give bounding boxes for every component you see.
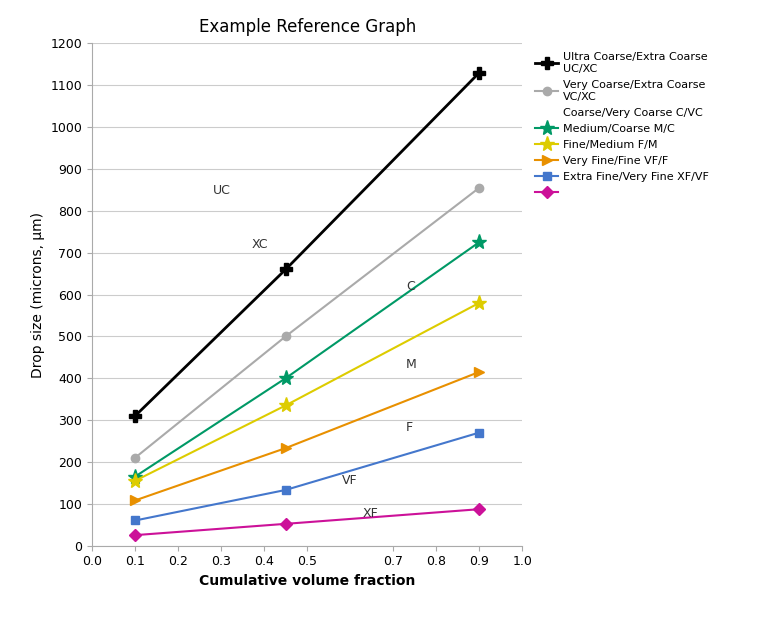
Line: Very Fine/Fine VF/F: Very Fine/Fine VF/F <box>131 367 484 505</box>
Line: Medium/Coarse M/C: Medium/Coarse M/C <box>127 234 487 484</box>
Very Fine/Fine VF/F <box>131 497 140 504</box>
Line: Fine/Medium F/M: Fine/Medium F/M <box>127 295 487 489</box>
X-axis label: Cumulative volume fraction: Cumulative volume fraction <box>199 574 415 588</box>
Line: Ultra Coarse/Extra Coarse
UC/XC: Ultra Coarse/Extra Coarse UC/XC <box>130 67 485 422</box>
Ultra Coarse/Extra Coarse
UC/XC <box>131 412 140 420</box>
Extra Fine/Very Fine XF/VF <box>131 517 140 525</box>
Very Coarse/Extra Coarse
VC/XC <box>131 454 140 461</box>
Text: C: C <box>406 280 415 293</box>
Fine/Medium F/M <box>475 299 484 307</box>
Text: XC: XC <box>251 239 268 252</box>
Text: UC: UC <box>213 184 230 197</box>
Y-axis label: Drop size (microns, µm): Drop size (microns, µm) <box>31 211 45 378</box>
Extra Fine/Very Fine XF/VF <box>475 429 484 436</box>
Very Fine/Fine VF/F <box>281 445 290 452</box>
Fine/Medium F/M <box>131 477 140 484</box>
Text: M: M <box>406 358 417 371</box>
Text: F: F <box>406 420 413 433</box>
Line: Extra Fine/Very Fine XF/VF: Extra Fine/Very Fine XF/VF <box>131 428 483 525</box>
Medium/Coarse M/C <box>131 473 140 480</box>
Text: VF: VF <box>342 474 357 487</box>
Extra Fine/Very Fine XF/VF <box>281 486 290 494</box>
Ultra Coarse/Extra Coarse
UC/XC <box>281 265 290 273</box>
Legend: Ultra Coarse/Extra Coarse
UC/XC, Very Coarse/Extra Coarse
VC/XC, Coarse/Very Coa: Ultra Coarse/Extra Coarse UC/XC, Very Co… <box>532 49 713 202</box>
Text: XF: XF <box>363 507 379 520</box>
Medium/Coarse M/C <box>475 239 484 246</box>
Very Coarse/Extra Coarse
VC/XC <box>475 184 484 192</box>
Very Fine/Fine VF/F <box>475 368 484 376</box>
Ultra Coarse/Extra Coarse
UC/XC <box>475 69 484 76</box>
Medium/Coarse M/C <box>281 374 290 382</box>
Title: Example Reference Graph: Example Reference Graph <box>199 18 415 37</box>
Line: Very Coarse/Extra Coarse
VC/XC: Very Coarse/Extra Coarse VC/XC <box>131 184 483 462</box>
Fine/Medium F/M <box>281 402 290 409</box>
Very Coarse/Extra Coarse
VC/XC <box>281 332 290 340</box>
